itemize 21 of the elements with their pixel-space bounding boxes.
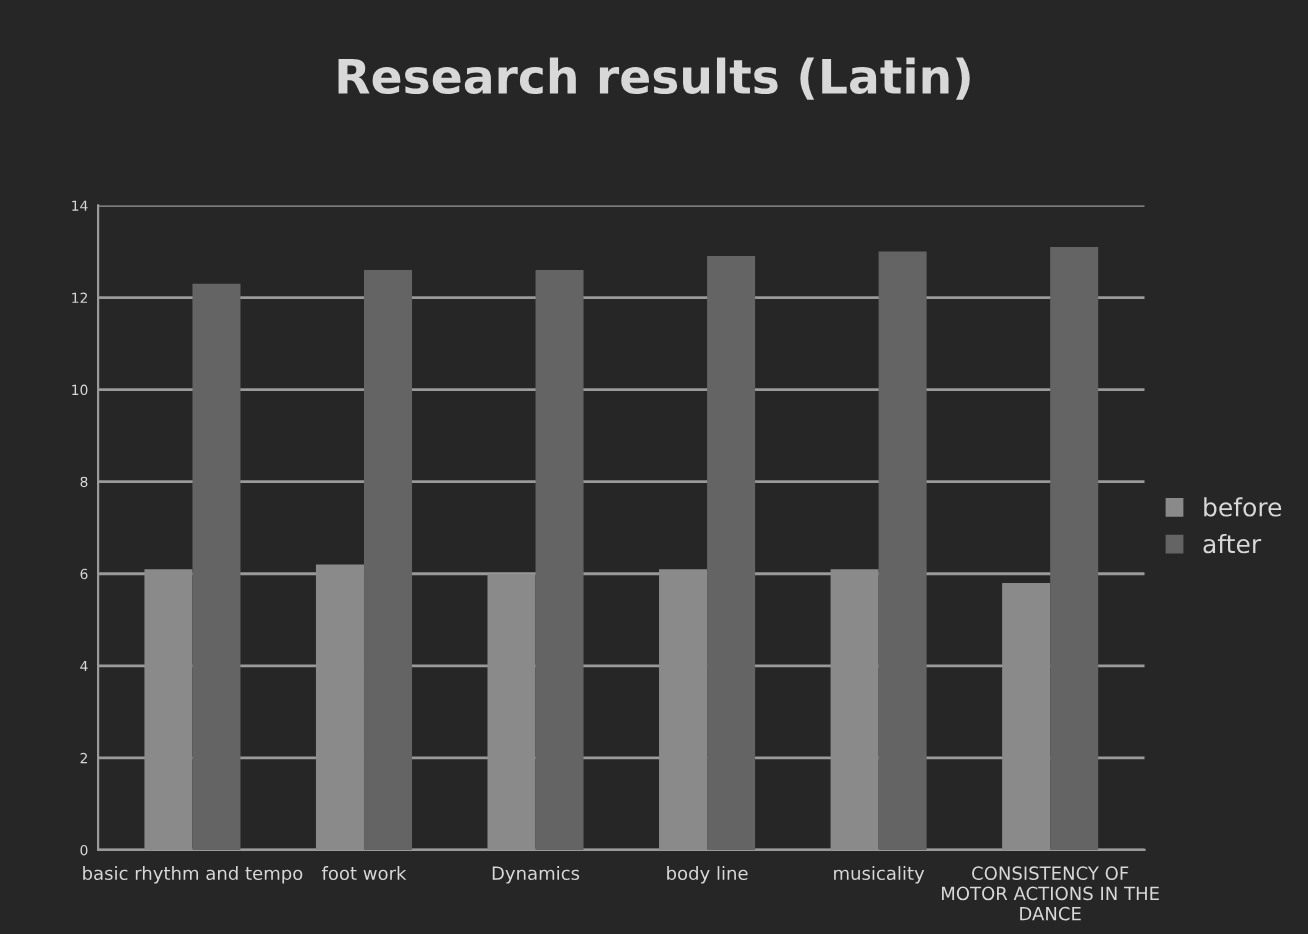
bar [487,573,536,850]
x-tick-label: basic rhythm and tempo [83,866,303,884]
bar [363,269,413,850]
bar [1050,246,1099,850]
x-tick-label: musicality [834,866,925,884]
bar [878,251,927,850]
bar [535,269,584,850]
bar [144,569,193,850]
bar [830,569,879,850]
legend-label: before [1204,497,1282,517]
bar [659,569,708,850]
bar [1002,582,1051,850]
x-tick-label: body line [667,866,748,884]
x-tick-label: CONSISTENCY OF MOTOR ACTIONS IN THE DANCE [942,866,1159,921]
legend-label: after [1203,533,1262,554]
bar [707,256,756,850]
bar [315,564,364,850]
x-tick-label: Dynamics [492,866,580,884]
x-tick-label: foot work [321,866,407,881]
chart-title: Research results (Latin) [338,57,970,100]
bar [192,283,241,850]
